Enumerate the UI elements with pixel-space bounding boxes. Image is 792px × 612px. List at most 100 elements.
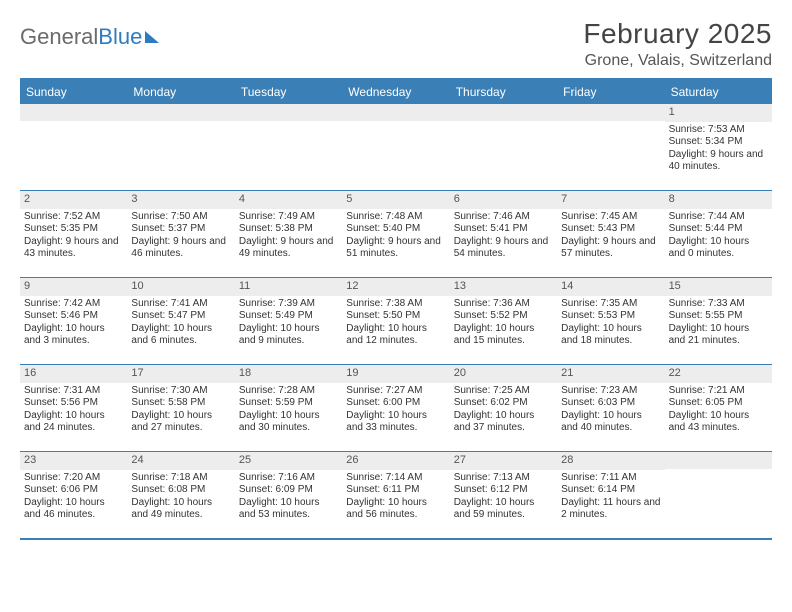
day-info: Sunrise: 7:20 AMSunset: 6:06 PMDaylight:… <box>24 472 123 522</box>
sunset-line: Sunset: 6:09 PM <box>239 484 338 497</box>
sunrise-line: Sunrise: 7:31 AM <box>24 385 123 398</box>
day-cell: 23Sunrise: 7:20 AMSunset: 6:06 PMDayligh… <box>20 452 127 538</box>
day-number: 8 <box>665 191 772 209</box>
sunrise-line: Sunrise: 7:30 AM <box>131 385 230 398</box>
day-info: Sunrise: 7:45 AMSunset: 5:43 PMDaylight:… <box>561 211 660 261</box>
day-number <box>557 104 664 121</box>
sunrise-line: Sunrise: 7:45 AM <box>561 211 660 224</box>
day-info: Sunrise: 7:42 AMSunset: 5:46 PMDaylight:… <box>24 298 123 348</box>
day-cell: 17Sunrise: 7:30 AMSunset: 5:58 PMDayligh… <box>127 365 234 451</box>
day-info: Sunrise: 7:11 AMSunset: 6:14 PMDaylight:… <box>561 472 660 522</box>
day-cell: 27Sunrise: 7:13 AMSunset: 6:12 PMDayligh… <box>450 452 557 538</box>
day-number <box>127 104 234 121</box>
sunset-line: Sunset: 6:03 PM <box>561 397 660 410</box>
sunrise-line: Sunrise: 7:11 AM <box>561 472 660 485</box>
day-cell: 20Sunrise: 7:25 AMSunset: 6:02 PMDayligh… <box>450 365 557 451</box>
sunrise-line: Sunrise: 7:13 AM <box>454 472 553 485</box>
day-number: 5 <box>342 191 449 209</box>
day-cell: 18Sunrise: 7:28 AMSunset: 5:59 PMDayligh… <box>235 365 342 451</box>
empty-cell <box>20 104 127 190</box>
day-number: 1 <box>665 104 772 122</box>
sunrise-line: Sunrise: 7:25 AM <box>454 385 553 398</box>
sunrise-line: Sunrise: 7:27 AM <box>346 385 445 398</box>
week-row: 2 Sunrise: 7:52 AMSunset: 5:35 PMDaylight… <box>20 191 772 278</box>
sunset-line: Sunset: 5:53 PM <box>561 310 660 323</box>
empty-cell <box>127 104 234 190</box>
sunrise-line: Sunrise: 7:35 AM <box>561 298 660 311</box>
day-info: Sunrise: 7:16 AMSunset: 6:09 PMDaylight:… <box>239 472 338 522</box>
sunrise-line: Sunrise: 7:50 AM <box>131 211 230 224</box>
daylight-line: Daylight: 11 hours and 2 minutes. <box>561 497 660 522</box>
sunset-line: Sunset: 5:34 PM <box>669 136 768 149</box>
day-info: Sunrise: 7:49 AMSunset: 5:38 PMDaylight:… <box>239 211 338 261</box>
sunset-line: Sunset: 6:12 PM <box>454 484 553 497</box>
daylight-line: Daylight: 10 hours and 18 minutes. <box>561 323 660 348</box>
daylight-line: Daylight: 10 hours and 49 minutes. <box>131 497 230 522</box>
day-number: 2 <box>20 191 127 209</box>
week-row: 16Sunrise: 7:31 AMSunset: 5:56 PMDayligh… <box>20 365 772 452</box>
sunset-line: Sunset: 6:11 PM <box>346 484 445 497</box>
sunset-line: Sunset: 5:55 PM <box>669 310 768 323</box>
sunset-line: Sunset: 6:00 PM <box>346 397 445 410</box>
day-cell: 28 Sunrise: 7:11 AMSunset: 6:14 PMDayligh… <box>557 452 664 538</box>
sunset-line: Sunset: 5:47 PM <box>131 310 230 323</box>
day-number: 26 <box>342 452 449 470</box>
daylight-line: Daylight: 10 hours and 21 minutes. <box>669 323 768 348</box>
day-info: Sunrise: 7:41 AMSunset: 5:47 PMDaylight:… <box>131 298 230 348</box>
sunset-line: Sunset: 6:06 PM <box>24 484 123 497</box>
day-header: Tuesday <box>235 80 342 104</box>
day-number: 11 <box>235 278 342 296</box>
day-cell: 7Sunrise: 7:45 AMSunset: 5:43 PMDaylight… <box>557 191 664 277</box>
day-cell: 26Sunrise: 7:14 AMSunset: 6:11 PMDayligh… <box>342 452 449 538</box>
day-cell: 12Sunrise: 7:38 AMSunset: 5:50 PMDayligh… <box>342 278 449 364</box>
week-row: 9 Sunrise: 7:42 AMSunset: 5:46 PMDaylight… <box>20 278 772 365</box>
sunset-line: Sunset: 5:46 PM <box>24 310 123 323</box>
day-info: Sunrise: 7:48 AMSunset: 5:40 PMDaylight:… <box>346 211 445 261</box>
calendar: SundayMondayTuesdayWednesdayThursdayFrid… <box>20 78 772 540</box>
day-info: Sunrise: 7:52 AMSunset: 5:35 PMDaylight:… <box>24 211 123 261</box>
sunrise-line: Sunrise: 7:18 AM <box>131 472 230 485</box>
logo: GeneralBlue <box>20 18 159 50</box>
day-number: 20 <box>450 365 557 383</box>
day-number: 16 <box>20 365 127 383</box>
day-number: 21 <box>557 365 664 383</box>
day-cell: 3Sunrise: 7:50 AMSunset: 5:37 PMDaylight… <box>127 191 234 277</box>
day-info: Sunrise: 7:23 AMSunset: 6:03 PMDaylight:… <box>561 385 660 435</box>
logo-text-blue: Blue <box>98 24 142 50</box>
day-cell: 9 Sunrise: 7:42 AMSunset: 5:46 PMDaylight… <box>20 278 127 364</box>
day-info: Sunrise: 7:35 AMSunset: 5:53 PMDaylight:… <box>561 298 660 348</box>
day-cell: 21 Sunrise: 7:23 AMSunset: 6:03 PMDayligh… <box>557 365 664 451</box>
day-info: Sunrise: 7:33 AMSunset: 5:55 PMDaylight:… <box>669 298 768 348</box>
day-cell: 24Sunrise: 7:18 AMSunset: 6:08 PMDayligh… <box>127 452 234 538</box>
daylight-line: Daylight: 9 hours and 54 minutes. <box>454 236 553 261</box>
daylight-line: Daylight: 10 hours and 27 minutes. <box>131 410 230 435</box>
sunrise-line: Sunrise: 7:16 AM <box>239 472 338 485</box>
sunrise-line: Sunrise: 7:48 AM <box>346 211 445 224</box>
daylight-line: Daylight: 10 hours and 3 minutes. <box>24 323 123 348</box>
day-cell: 19Sunrise: 7:27 AMSunset: 6:00 PMDayligh… <box>342 365 449 451</box>
day-number: 25 <box>235 452 342 470</box>
daylight-line: Daylight: 9 hours and 49 minutes. <box>239 236 338 261</box>
day-header: Saturday <box>665 80 772 104</box>
sunset-line: Sunset: 5:35 PM <box>24 223 123 236</box>
day-number <box>342 104 449 121</box>
day-cell: 15Sunrise: 7:33 AMSunset: 5:55 PMDayligh… <box>665 278 772 364</box>
day-number: 28 <box>557 452 664 470</box>
day-header: Wednesday <box>342 80 449 104</box>
day-header-row: SundayMondayTuesdayWednesdayThursdayFrid… <box>20 80 772 104</box>
sunrise-line: Sunrise: 7:38 AM <box>346 298 445 311</box>
day-number: 9 <box>20 278 127 296</box>
day-number: 18 <box>235 365 342 383</box>
daylight-line: Daylight: 10 hours and 46 minutes. <box>24 497 123 522</box>
sunrise-line: Sunrise: 7:28 AM <box>239 385 338 398</box>
day-info: Sunrise: 7:30 AMSunset: 5:58 PMDaylight:… <box>131 385 230 435</box>
day-number: 19 <box>342 365 449 383</box>
daylight-line: Daylight: 10 hours and 24 minutes. <box>24 410 123 435</box>
day-cell: 14Sunrise: 7:35 AMSunset: 5:53 PMDayligh… <box>557 278 664 364</box>
sunrise-line: Sunrise: 7:53 AM <box>669 124 768 137</box>
daylight-line: Daylight: 10 hours and 12 minutes. <box>346 323 445 348</box>
daylight-line: Daylight: 9 hours and 43 minutes. <box>24 236 123 261</box>
day-number <box>450 104 557 121</box>
month-title: February 2025 <box>583 18 772 50</box>
title-block: February 2025 Grone, Valais, Switzerland <box>583 18 772 70</box>
